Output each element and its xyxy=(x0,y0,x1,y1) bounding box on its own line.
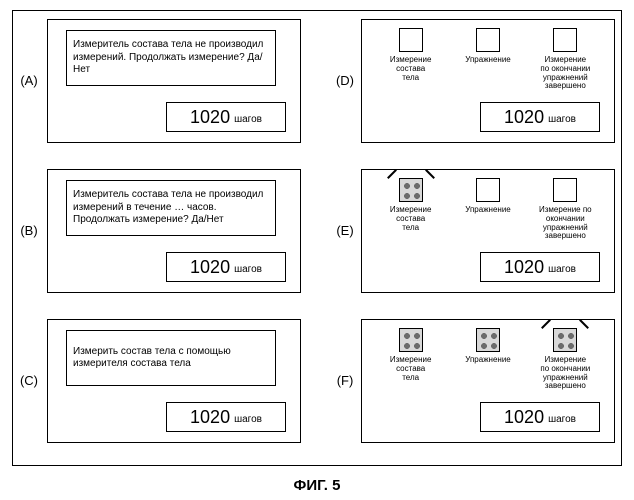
label-d: (D) xyxy=(331,73,359,88)
icon-exercise-e: Упражнение xyxy=(449,178,526,241)
step-counter-d: 1020 шагов xyxy=(480,102,600,132)
message-c: Измерить состав тела с помощью измерител… xyxy=(66,330,276,386)
square-icon-active xyxy=(399,178,423,202)
step-counter-b: 1020 шагов xyxy=(166,252,286,282)
step-unit: шагов xyxy=(234,410,262,425)
step-counter-c: 1020 шагов xyxy=(166,402,286,432)
icon-label: Измерение состава тела xyxy=(390,356,432,382)
step-counter-f: 1020 шагов xyxy=(480,402,600,432)
panel-c: Измерить состав тела с помощью измерител… xyxy=(47,319,301,443)
panel-e: Измерение состава тела Упражнение Измере… xyxy=(361,169,615,293)
step-number: 1020 xyxy=(504,407,544,428)
icon-body-f: Измерение состава тела xyxy=(372,328,449,391)
square-icon-done xyxy=(476,328,500,352)
icons-d: Измерение состава тела Упражнение Измере… xyxy=(362,28,614,91)
panel-a: Измеритель состава тела не производил из… xyxy=(47,19,301,143)
message-a: Измеритель состава тела не производил из… xyxy=(66,30,276,86)
icon-label: Измерение по окончании упражнений заверш… xyxy=(527,206,604,241)
message-c-text: Измерить состав тела с помощью измерител… xyxy=(73,346,269,371)
panel-d: Измерение состава тела Упражнение Измере… xyxy=(361,19,615,143)
square-icon xyxy=(553,178,577,202)
step-number: 1020 xyxy=(190,257,230,278)
label-c: (C) xyxy=(15,373,43,388)
row-3: (C) Измерить состав тела с помощью измер… xyxy=(13,319,621,459)
square-icon-done xyxy=(399,328,423,352)
row-1: (A) Измеритель состава тела не производи… xyxy=(13,19,621,159)
icon-label: Измерение по окончании упражнений заверш… xyxy=(527,356,604,391)
icons-f: Измерение состава тела Упражнение Измере… xyxy=(362,328,614,391)
step-unit: шагов xyxy=(548,260,576,275)
icon-label: Упражнение xyxy=(465,356,511,365)
step-number: 1020 xyxy=(504,107,544,128)
icon-label: Измерение по окончании упражнений заверш… xyxy=(527,56,604,91)
square-icon xyxy=(553,28,577,52)
step-unit: шагов xyxy=(548,410,576,425)
icon-after-d: Измерение по окончании упражнений заверш… xyxy=(527,28,604,91)
label-f: (F) xyxy=(331,373,359,388)
label-a: (A) xyxy=(15,73,43,88)
icons-e: Измерение состава тела Упражнение Измере… xyxy=(362,178,614,241)
square-icon xyxy=(399,28,423,52)
step-number: 1020 xyxy=(190,407,230,428)
icon-label: Измерение состава тела xyxy=(390,56,432,82)
step-number: 1020 xyxy=(190,107,230,128)
step-unit: шагов xyxy=(234,110,262,125)
icon-exercise-f: Упражнение xyxy=(449,328,526,391)
label-e: (E) xyxy=(331,223,359,238)
message-b-text: Измеритель состава тела не производил из… xyxy=(73,189,269,227)
square-icon-active xyxy=(553,328,577,352)
square-icon xyxy=(476,28,500,52)
figure-caption: ФИГ. 5 xyxy=(0,477,634,494)
icon-body-d: Измерение состава тела xyxy=(372,28,449,91)
icon-after-f: Измерение по окончании упражнений заверш… xyxy=(527,328,604,391)
panel-b: Измеритель состава тела не производил из… xyxy=(47,169,301,293)
step-unit: шагов xyxy=(234,260,262,275)
icon-after-e: Измерение по окончании упражнений заверш… xyxy=(527,178,604,241)
message-a-text: Измеритель состава тела не производил из… xyxy=(73,39,269,77)
icon-label: Измерение состава тела xyxy=(390,206,432,232)
label-b: (B) xyxy=(15,223,43,238)
icon-body-e: Измерение состава тела xyxy=(372,178,449,241)
step-number: 1020 xyxy=(504,257,544,278)
panel-f: Измерение состава тела Упражнение Измере… xyxy=(361,319,615,443)
step-counter-e: 1020 шагов xyxy=(480,252,600,282)
icon-exercise-d: Упражнение xyxy=(449,28,526,91)
step-counter-a: 1020 шагов xyxy=(166,102,286,132)
square-icon xyxy=(476,178,500,202)
icon-label: Упражнение xyxy=(465,206,511,215)
figure-frame: (A) Измеритель состава тела не производи… xyxy=(12,10,622,466)
row-2: (B) Измеритель состава тела не производи… xyxy=(13,169,621,309)
icon-label: Упражнение xyxy=(465,56,511,65)
step-unit: шагов xyxy=(548,110,576,125)
message-b: Измеритель состава тела не производил из… xyxy=(66,180,276,236)
